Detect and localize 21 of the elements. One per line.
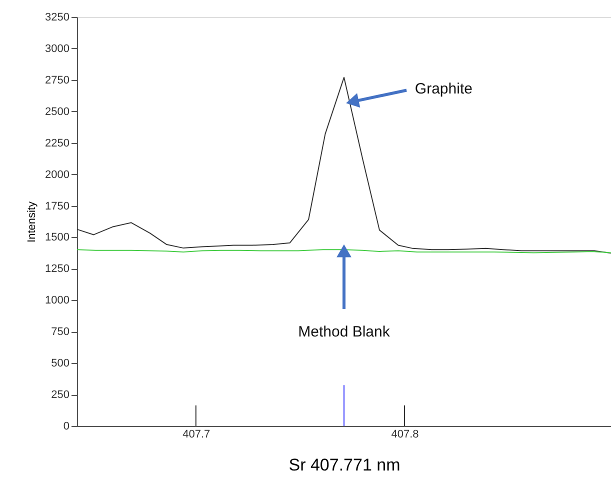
y-tick-label: 500 [51,358,70,370]
x-tick-label: 407.7 [182,428,210,440]
y-tick-label: 750 [51,326,70,338]
y-tick-label: 2250 [45,137,70,150]
x-tick-label: 407.8 [391,428,419,440]
y-tick-label: 3250 [45,12,70,24]
y-tick-label: 3000 [45,42,70,55]
y-tick-label: 1250 [45,263,70,276]
y-tick-label: 1750 [45,200,70,212]
y-tick-label: 250 [51,389,70,402]
y-tick-label: 1500 [45,232,70,244]
y-tick-label: 2750 [45,74,70,86]
annotation: Method Blank [298,324,390,341]
annotation: Graphite [414,80,472,98]
x-axis-title: Sr 407.771 nm [288,456,400,474]
line-series [76,76,611,254]
y-tick-label: 1000 [45,294,70,307]
y-tick-label: 2000 [45,168,70,181]
y-tick-label: 0 [63,420,70,432]
y-axis-title: Intensity [26,201,38,242]
y-tick-label: 2500 [45,106,70,118]
